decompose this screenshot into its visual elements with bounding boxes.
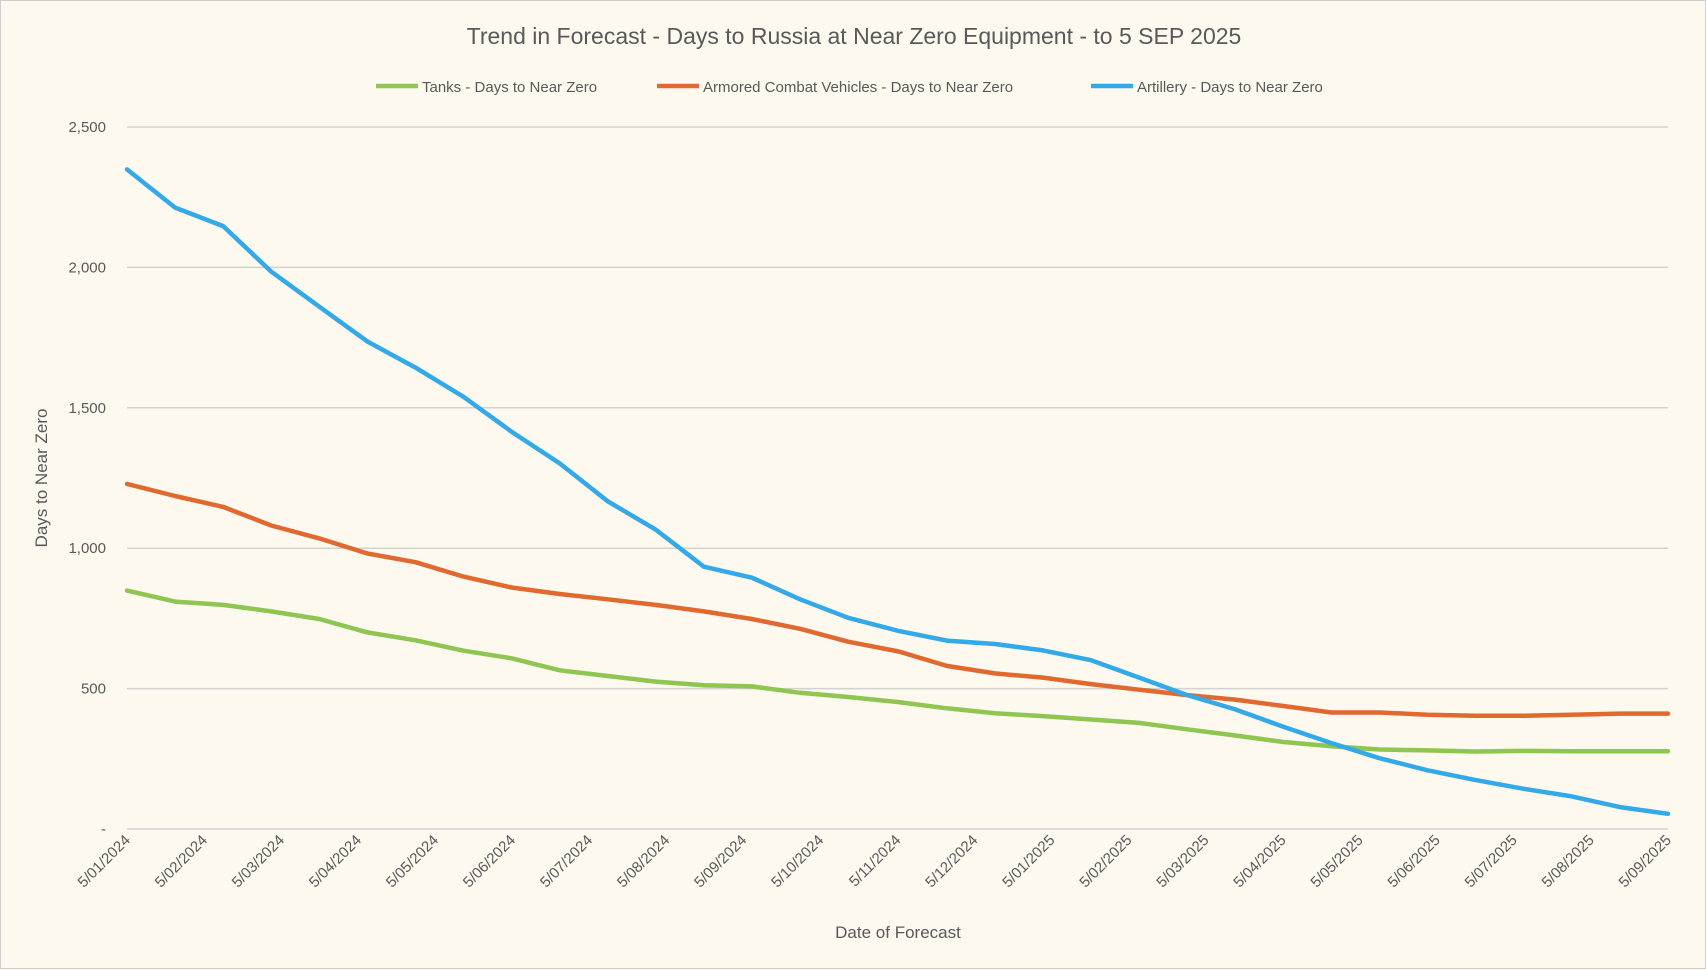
series-lines xyxy=(124,167,1671,817)
x-tick-label: 5/01/2025 xyxy=(999,832,1058,891)
x-tick-label: 5/10/2024 xyxy=(768,832,827,891)
gridlines xyxy=(127,126,1668,830)
y-axis-ticks: - 500 1,000 1,500 2,000 2,500 xyxy=(68,119,106,838)
x-tick-label: 5/04/2024 xyxy=(306,832,365,891)
y-tick-label: 1,500 xyxy=(68,400,106,417)
x-tick-label: 5/09/2025 xyxy=(1616,832,1675,891)
y-tick-label: - xyxy=(101,821,106,838)
legend-item: Tanks - Days to Near Zero xyxy=(376,79,597,96)
x-tick-label: 5/02/2025 xyxy=(1076,832,1135,891)
chart-title: Trend in Forecast - Days to Russia at Ne… xyxy=(467,23,1242,49)
y-tick-label: 2,000 xyxy=(68,259,106,276)
x-tick-label: 5/08/2025 xyxy=(1539,832,1598,891)
x-tick-label: 5/01/2024 xyxy=(75,832,134,891)
x-tick-label: 5/07/2024 xyxy=(537,832,596,891)
legend-label: Tanks - Days to Near Zero xyxy=(422,79,597,96)
legend-label: Armored Combat Vehicles - Days to Near Z… xyxy=(703,79,1013,96)
series-line-0 xyxy=(124,588,1671,754)
x-tick-label: 5/03/2025 xyxy=(1153,832,1212,891)
legend-label: Artillery - Days to Near Zero xyxy=(1137,79,1323,96)
y-axis-title: Days to Near Zero xyxy=(32,409,51,548)
legend: Tanks - Days to Near Zero Armored Combat … xyxy=(376,79,1323,96)
x-tick-label: 5/02/2024 xyxy=(152,832,211,891)
series-line-1 xyxy=(124,481,1671,719)
x-tick-label: 5/11/2024 xyxy=(846,832,904,890)
y-tick-label: 500 xyxy=(81,681,106,698)
x-tick-label: 5/04/2025 xyxy=(1230,832,1289,891)
x-tick-label: 5/06/2025 xyxy=(1384,832,1443,891)
y-tick-label: 2,500 xyxy=(68,119,106,136)
x-axis-ticks: 5/01/2024 5/02/2024 5/03/2024 5/04/2024 5/05… xyxy=(75,832,1675,891)
legend-item: Armored Combat Vehicles - Days to Near Z… xyxy=(657,79,1013,96)
x-tick-label: 5/09/2024 xyxy=(691,832,750,891)
x-tick-label: 5/07/2025 xyxy=(1462,832,1521,891)
series-line-2 xyxy=(124,167,1671,817)
legend-item: Artillery - Days to Near Zero xyxy=(1091,79,1323,96)
x-tick-label: 5/05/2024 xyxy=(383,832,442,891)
y-tick-label: 1,000 xyxy=(68,540,106,557)
x-tick-label: 5/06/2024 xyxy=(460,832,519,891)
x-tick-label: 5/12/2024 xyxy=(922,832,981,891)
x-tick-label: 5/03/2024 xyxy=(229,832,288,891)
x-axis-title: Date of Forecast xyxy=(835,923,961,942)
x-tick-label: 5/05/2025 xyxy=(1307,832,1366,891)
x-tick-label: 5/08/2024 xyxy=(614,832,673,891)
